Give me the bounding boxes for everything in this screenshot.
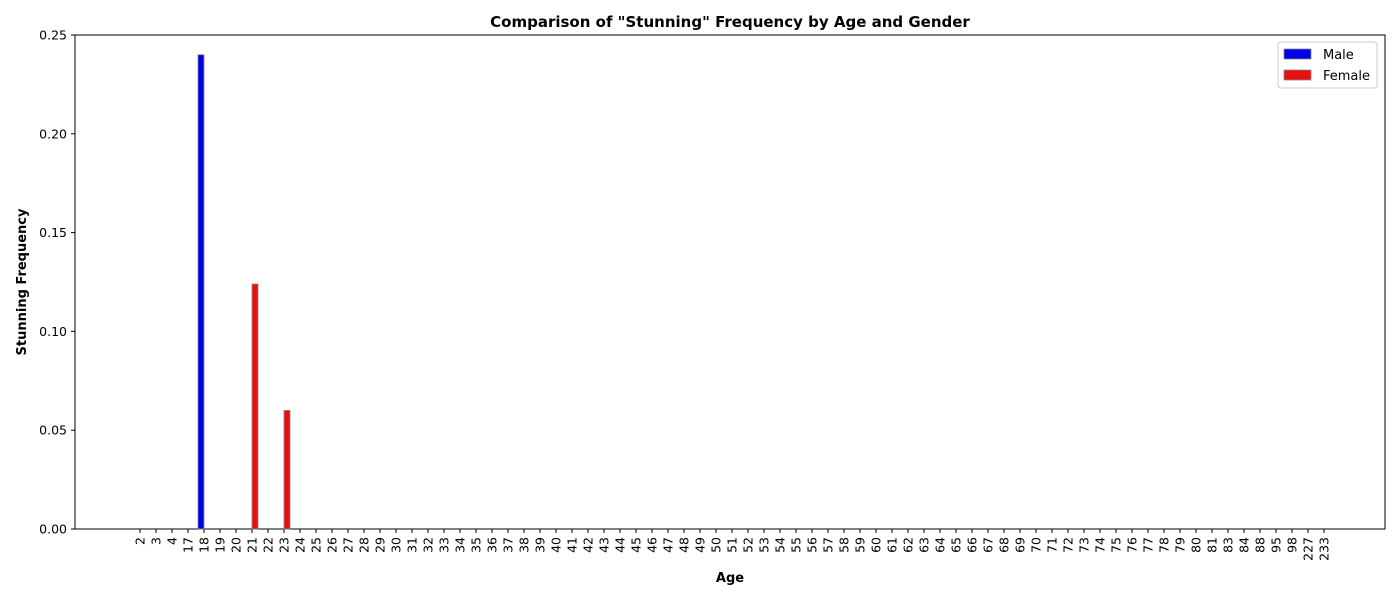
x-tick-label: 66 xyxy=(965,537,980,553)
bar-female-21 xyxy=(251,283,259,530)
x-tick-label: 37 xyxy=(501,537,516,553)
x-tick-label: 70 xyxy=(1029,537,1044,553)
x-tick-label: 227 xyxy=(1301,537,1316,561)
x-tick-label: 58 xyxy=(837,537,852,553)
x-tick-label: 60 xyxy=(869,537,884,553)
x-tick-label: 73 xyxy=(1077,537,1092,553)
x-tick-label: 84 xyxy=(1237,537,1252,553)
x-tick-label: 43 xyxy=(597,537,612,553)
x-tick-label: 53 xyxy=(757,537,772,553)
legend-swatch-female xyxy=(1283,69,1312,81)
x-tick-label: 79 xyxy=(1173,537,1188,553)
x-tick-label: 51 xyxy=(725,537,740,553)
x-tick-label: 74 xyxy=(1093,537,1108,553)
x-tick-label: 25 xyxy=(309,537,324,553)
x-tick-label: 20 xyxy=(229,537,244,553)
x-tick-label: 39 xyxy=(533,537,548,553)
x-tick-label: 75 xyxy=(1109,537,1124,553)
x-axis: 2 3 4 17 18 19 20 21 22 23 24 25 26 27 28 29 30 31 32 33 34 3… xyxy=(133,529,1332,561)
x-tick-label: 22 xyxy=(261,537,276,553)
bar-male-18 xyxy=(197,54,205,530)
x-tick-label: 41 xyxy=(565,537,580,553)
x-tick-label: 77 xyxy=(1141,537,1156,553)
x-tick-label: 19 xyxy=(213,537,228,553)
x-tick-label: 55 xyxy=(789,537,804,553)
x-tick-label: 48 xyxy=(677,537,692,553)
x-tick-label: 4 xyxy=(165,537,180,545)
x-tick-label: 17 xyxy=(181,537,196,553)
x-tick-label: 44 xyxy=(613,537,628,553)
x-tick-label: 233 xyxy=(1317,537,1332,561)
chart-title: Comparison of "Stunning" Frequency by Ag… xyxy=(490,13,970,31)
x-tick-label: 95 xyxy=(1269,537,1284,553)
x-tick-label: 33 xyxy=(437,537,452,553)
x-tick-label: 98 xyxy=(1285,537,1300,553)
x-tick-label: 24 xyxy=(293,537,308,553)
x-tick-label: 23 xyxy=(277,537,292,553)
x-axis-label: Age xyxy=(716,571,744,586)
legend-label-female: Female xyxy=(1323,69,1370,84)
x-tick-label: 36 xyxy=(485,537,500,553)
x-tick-label: 88 xyxy=(1253,537,1268,553)
y-tick-label: 0.20 xyxy=(39,126,67,141)
x-tick-label: 45 xyxy=(629,537,644,553)
x-tick-label: 72 xyxy=(1061,537,1076,553)
x-tick-label: 68 xyxy=(997,537,1012,553)
x-tick-label: 83 xyxy=(1221,537,1236,553)
y-tick-label: 0.25 xyxy=(39,28,67,43)
x-tick-label: 54 xyxy=(773,537,788,553)
y-tick-label: 0.00 xyxy=(39,522,67,537)
x-tick-label: 80 xyxy=(1189,537,1204,553)
legend-label-male: Male xyxy=(1323,48,1354,63)
x-tick-label: 32 xyxy=(421,537,436,553)
x-tick-label: 28 xyxy=(357,537,372,553)
x-tick-label: 40 xyxy=(549,537,564,553)
x-tick-label: 49 xyxy=(693,537,708,553)
x-tick-label: 38 xyxy=(517,537,532,553)
x-tick-label: 57 xyxy=(821,537,836,553)
y-tick-label: 0.05 xyxy=(39,423,67,438)
y-axis-label: Stunning Frequency xyxy=(15,208,30,355)
x-tick-label: 64 xyxy=(933,537,948,553)
bar-female-23 xyxy=(283,410,291,530)
x-tick-label: 50 xyxy=(709,537,724,553)
y-axis: 0.00 0.05 0.10 0.15 0.20 0.25 xyxy=(39,28,75,537)
x-tick-label: 42 xyxy=(581,537,596,553)
x-tick-label: 78 xyxy=(1157,537,1172,553)
y-tick-label: 0.15 xyxy=(39,225,67,240)
y-tick-label: 0.10 xyxy=(39,324,67,339)
x-tick-label: 62 xyxy=(901,537,916,553)
x-tick-label: 30 xyxy=(389,537,404,553)
x-tick-label: 29 xyxy=(373,537,388,553)
legend-swatch-male xyxy=(1283,48,1312,60)
x-tick-label: 21 xyxy=(245,537,260,553)
x-tick-label: 59 xyxy=(853,537,868,553)
x-tick-label: 69 xyxy=(1013,537,1028,553)
x-tick-label: 56 xyxy=(805,537,820,553)
x-tick-label: 34 xyxy=(453,537,468,553)
x-tick-label: 2 xyxy=(133,537,148,545)
plot-area xyxy=(74,34,1386,530)
x-tick-label: 46 xyxy=(645,537,660,553)
x-tick-label: 52 xyxy=(741,537,756,553)
x-tick-label: 47 xyxy=(661,537,676,553)
x-tick-label: 63 xyxy=(917,537,932,553)
x-tick-label: 71 xyxy=(1045,537,1060,553)
x-tick-label: 31 xyxy=(405,537,420,553)
x-tick-label: 3 xyxy=(149,537,164,545)
x-tick-label: 76 xyxy=(1125,537,1140,553)
x-tick-label: 26 xyxy=(325,537,340,553)
x-tick-label: 81 xyxy=(1205,537,1220,553)
x-tick-label: 35 xyxy=(469,537,484,553)
x-tick-label: 27 xyxy=(341,537,356,553)
x-tick-label: 65 xyxy=(949,537,964,553)
x-tick-label: 61 xyxy=(885,537,900,553)
x-tick-label: 18 xyxy=(197,537,212,553)
bars xyxy=(197,54,291,530)
legend: Male Female xyxy=(1277,41,1378,89)
x-tick-label: 67 xyxy=(981,537,996,553)
